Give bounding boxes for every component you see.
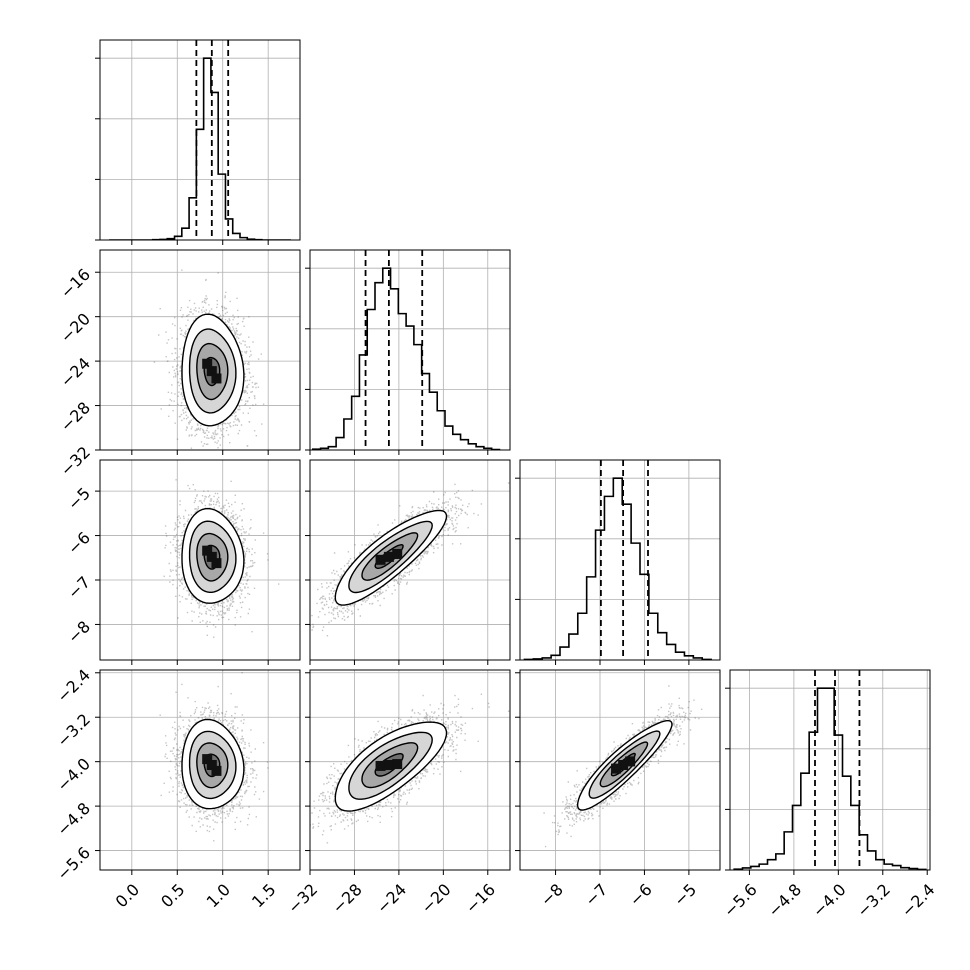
panel-content: [100, 670, 300, 870]
y-tick-label-p2: −7: [64, 573, 94, 603]
y-tick-label-p3: −3.2: [53, 710, 94, 751]
hist-panel-p2: [515, 459, 721, 665]
panel-frame: [309, 459, 511, 661]
panel-content: [100, 250, 300, 450]
density-peak: [625, 756, 636, 767]
density-peak: [383, 760, 394, 770]
scatter-panel-p0-p3: 0.0 0.5 1.0 1.5 −5.6−4.8−4.0−3.2−2.4: [53, 665, 301, 911]
density-peak: [611, 763, 622, 774]
x-tick-label-p3: −4.0: [809, 880, 850, 921]
y-tick-label-p1: −28: [57, 398, 94, 435]
x-tick-label-p1: −24: [373, 880, 410, 917]
density-peak: [211, 558, 222, 569]
scatter-panel-p0-p2: −8 −7 −6 −5: [64, 459, 301, 665]
x-tick-label-p3: −2.4: [898, 880, 939, 921]
panel-frame: [99, 459, 301, 661]
density-peak: [392, 759, 403, 770]
panel-content: [310, 460, 510, 660]
y-tick-label-p3: −2.4: [53, 665, 94, 706]
x-tick-label-p2: −8: [537, 880, 567, 910]
panel-frame: [99, 39, 301, 241]
x-tick-label-p2: −5: [670, 880, 700, 910]
density-peak: [206, 366, 217, 377]
y-tick-label-p2: −6: [64, 528, 94, 558]
panel-content: [310, 250, 510, 450]
density-peak: [202, 754, 213, 765]
panel-content: [520, 670, 720, 870]
samples: [310, 482, 510, 637]
panel-content: [310, 670, 510, 870]
y-tick-label-p3: −4.0: [53, 754, 94, 795]
x-tick-label-p0: 1.5: [248, 880, 279, 911]
x-tick-label-p2: −7: [581, 880, 611, 910]
y-tick-label-p1: −24: [57, 354, 94, 391]
y-tick-label-p1: −32: [57, 443, 94, 480]
density-peak: [206, 551, 217, 562]
panel-frame: [99, 669, 301, 871]
density-peak: [392, 548, 403, 559]
x-tick-label-p3: −4.8: [764, 880, 805, 921]
histogram-p1: [311, 267, 501, 450]
y-tick-label-p2: −5: [64, 484, 94, 514]
density-peak: [206, 760, 217, 770]
hist-panel-p0: [95, 39, 301, 245]
x-tick-label-p0: 0.0: [112, 880, 143, 911]
y-tick-label-p3: −5.6: [53, 843, 94, 884]
x-tick-label-p1: −20: [417, 880, 454, 917]
x-tick-label-p1: −16: [462, 880, 499, 917]
panel-content: [730, 670, 930, 870]
panel-frame: [519, 669, 721, 871]
x-tick-label-p3: −3.2: [853, 880, 894, 921]
hist-panel-p1: [305, 249, 511, 455]
density-peak: [202, 358, 213, 369]
x-tick-label-p3: −5.6: [720, 880, 761, 921]
panel-frame: [729, 669, 931, 871]
scatter-panel-p1-p3: −32 −28 −24 −20 −16: [284, 669, 511, 917]
panel-content: [100, 460, 300, 660]
y-tick-label-p2: −8: [64, 617, 94, 647]
density-peak: [202, 545, 213, 556]
x-tick-label-p0: 0.5: [157, 880, 188, 911]
x-tick-label-p1: −28: [328, 880, 365, 917]
hist-panel-p3: −5.6 −4.8 −4.0 −3.2 −2.4: [720, 669, 939, 921]
panel-frame: [99, 249, 301, 451]
x-tick-label-p0: 1.0: [203, 880, 234, 911]
x-tick-label-p2: −6: [626, 880, 656, 910]
x-tick-label-p1: −32: [284, 880, 321, 917]
panel-content: [520, 460, 720, 660]
panel-frame: [519, 459, 721, 661]
y-tick-label-p1: −20: [57, 309, 94, 346]
density-peak: [211, 765, 222, 776]
scatter-panel-p1-p2: [305, 459, 511, 665]
density-peak: [375, 554, 386, 565]
panel-content: [100, 40, 300, 240]
histogram-p3: [733, 687, 927, 870]
panel-frame: [309, 249, 511, 451]
histogram-p0: [109, 57, 291, 240]
y-tick-label-p3: −4.8: [53, 799, 94, 840]
scatter-panel-p0-p1: −32 −28 −24 −20 −16: [57, 249, 301, 480]
y-tick-label-p1: −16: [57, 265, 94, 302]
density-peak: [618, 760, 629, 770]
samples: [159, 672, 269, 842]
histogram-p2: [523, 477, 712, 660]
panel-frame: [309, 669, 511, 871]
density-peak: [211, 373, 222, 384]
density-peak: [383, 551, 394, 562]
density-peak: [375, 760, 386, 771]
scatter-panel-p2-p3: −8 −7 −6 −5: [515, 669, 721, 910]
